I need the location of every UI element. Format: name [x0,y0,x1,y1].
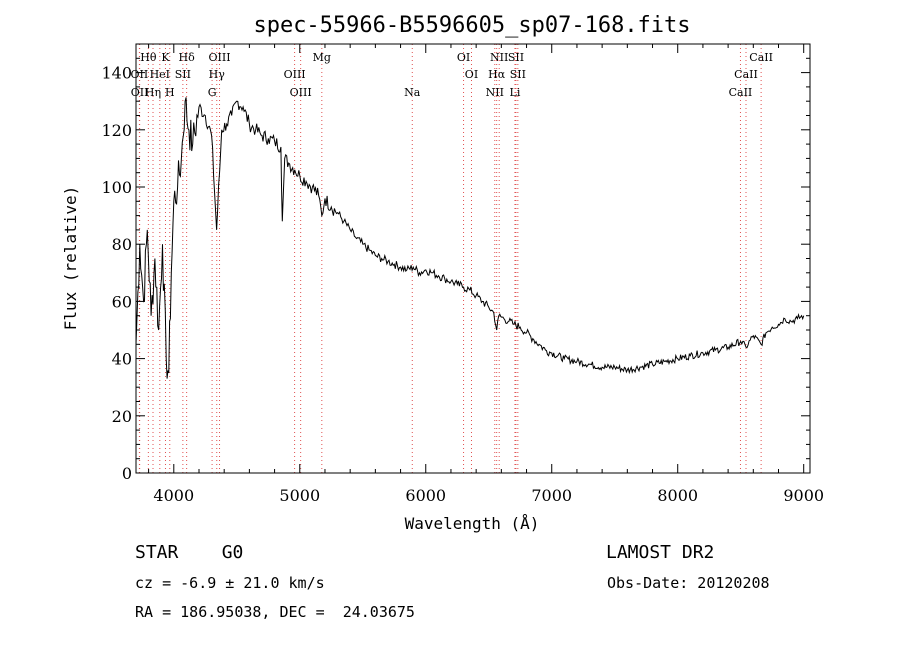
line-label-12: Hγ [209,68,226,81]
y-tick-label-7: 140 [101,64,132,83]
x-tick-label-4: 8000 [657,486,698,505]
line-label-4: Mg [313,51,331,64]
line-label-16: SII [510,68,526,81]
line-label-18: OII [131,86,149,99]
line-label-24: NII [486,86,504,99]
x-tick-label-0: 4000 [153,486,194,505]
line-label-25: Li [510,86,521,99]
object-class-label: STAR G0 [135,542,244,563]
y-tick-label-5: 100 [101,178,132,197]
line-label-13: OIII [284,68,306,81]
line-label-11: SII [175,68,191,81]
line-label-20: H [165,86,175,99]
spectrum-line [135,97,805,379]
line-label-19: Hη [145,86,161,99]
line-label-5: OI [457,51,470,64]
x-tick-label-5: 9000 [783,486,824,505]
coordinates-label: RA = 186.95038, DEC = 24.03675 [135,603,415,621]
x-tick-label-2: 6000 [405,486,446,505]
line-label-10: HeI [150,68,170,81]
y-axis-title: Flux (relative) [61,186,80,331]
redshift-label: cz = -6.9 ± 21.0 km/s [135,574,325,592]
line-label-17: CaII [734,68,758,81]
line-label-14: OI [465,68,478,81]
x-axis: 4000 5000 6000 7000 8000 9000 [148,44,824,505]
line-label-3: OIII [208,51,230,64]
line-label-0: Hθ [140,51,157,64]
x-tick-label-3: 7000 [531,486,572,505]
y-axis: 0 20 40 60 80 100 120 140 [101,57,810,483]
line-label-1: K [161,51,170,64]
line-label-8: CaII [749,51,773,64]
chart-title: spec-55966-B5596605_sp07-168.fits [253,13,690,38]
line-label-26: CaII [729,86,753,99]
y-tick-label-1: 20 [112,407,132,426]
y-tick-label-6: 120 [101,121,132,140]
line-label-23: Na [404,86,421,99]
x-tick-label-1: 5000 [279,486,320,505]
y-tick-label-0: 0 [122,464,132,483]
y-tick-label-4: 80 [112,235,132,254]
y-tick-label-2: 40 [112,350,132,369]
line-label-22: OIII [290,86,312,99]
plot-frame [135,43,811,474]
x-axis-title: Wavelength (Å) [405,514,540,533]
line-label-15: Hα [488,68,506,81]
line-label-6: NII [490,51,508,64]
y-tick-label-3: 60 [112,292,132,311]
obs-date-label: Obs-Date: 20120208 [607,574,770,592]
line-label-21: G [208,86,217,99]
survey-label: LAMOST DR2 [606,542,715,563]
line-label-2: Hδ [179,51,196,64]
line-label-9: OII [131,68,149,81]
line-label-7: SII [508,51,524,64]
